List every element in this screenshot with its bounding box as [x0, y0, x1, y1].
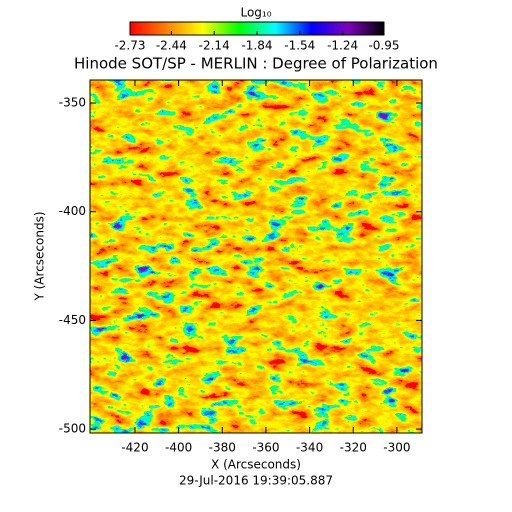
- colorbar-tick-label: -1.54: [284, 39, 315, 53]
- colorbar-label: Log₁₀: [240, 6, 271, 20]
- chart-title: Hinode SOT/SP - MERLIN : Degree of Polar…: [74, 55, 438, 73]
- y-tick-label: -400: [59, 204, 86, 218]
- y-tick-label: -350: [59, 96, 86, 110]
- colorbar-tick-label: -0.95: [368, 39, 399, 53]
- colorbar-tick-label: -1.24: [327, 39, 358, 53]
- x-tick-label: -320: [340, 441, 367, 455]
- x-tick-label: -360: [252, 441, 279, 455]
- y-tick-label: -500: [59, 422, 86, 436]
- x-axis-label: X (Arcseconds): [211, 458, 301, 472]
- x-tick-label: -420: [121, 441, 148, 455]
- colorbar-tick-label: -2.14: [199, 39, 230, 53]
- x-tick-label: -380: [209, 441, 236, 455]
- colorbar-tick-label: -1.84: [241, 39, 272, 53]
- x-tick-label: -340: [296, 441, 323, 455]
- x-tick-label: -400: [165, 441, 192, 455]
- x-tick-label: -300: [383, 441, 410, 455]
- y-axis-label: Y (Arcseconds): [33, 211, 47, 301]
- footer-date: 29-Jul-2016 19:39:05.887: [179, 474, 333, 488]
- polarization-image: [90, 80, 422, 433]
- y-tick-label: -450: [59, 313, 86, 327]
- plot-frame: [89, 79, 423, 434]
- colorbar-tick-label: -2.73: [114, 39, 145, 53]
- colorbar-tick-label: -2.44: [156, 39, 187, 53]
